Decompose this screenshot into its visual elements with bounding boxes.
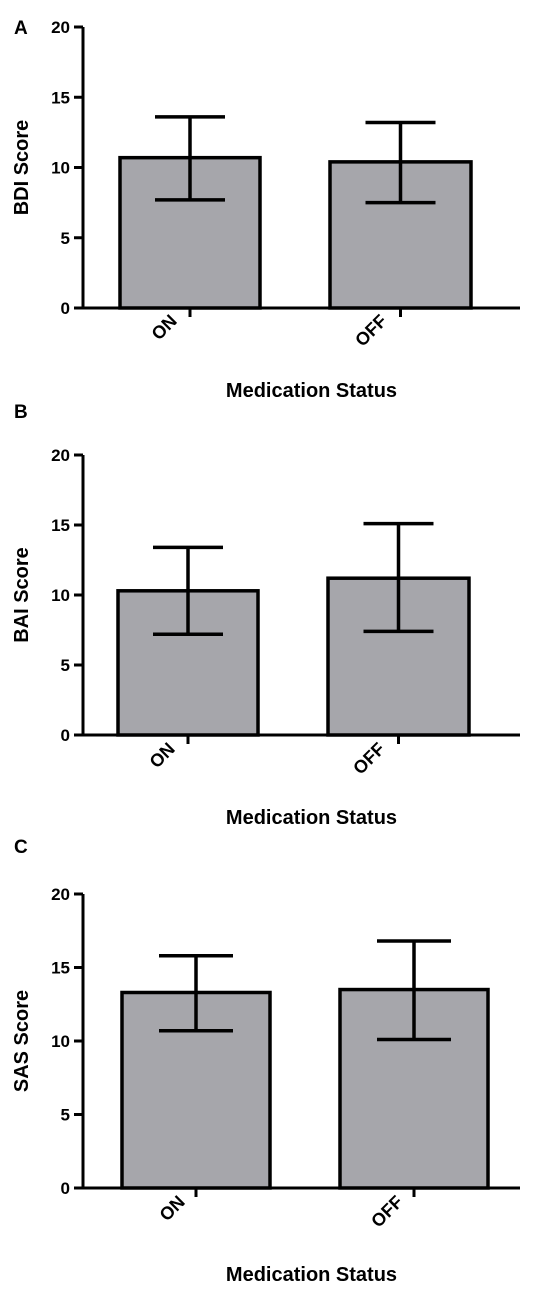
y-tick-label: 15 xyxy=(51,516,70,535)
y-tick-label: 0 xyxy=(61,1179,70,1198)
x-category-label: ON xyxy=(146,739,179,772)
y-axis-title: BAI Score xyxy=(11,547,33,643)
x-axis-title: Medication Status xyxy=(226,807,397,829)
error-bar-off xyxy=(365,120,436,205)
y-tick-label: 20 xyxy=(51,18,70,37)
panel-letter: A xyxy=(14,18,28,39)
x-axis-title: Medication Status xyxy=(226,1264,397,1286)
y-tick-label: 0 xyxy=(61,299,70,318)
x-category-label: ON xyxy=(148,311,181,344)
y-tick-label: 10 xyxy=(51,159,70,178)
error-bar-off xyxy=(377,939,451,1042)
y-axis-title: SAS Score xyxy=(11,990,33,1092)
panel-letter: B xyxy=(14,402,28,423)
x-category-label: ON xyxy=(156,1192,189,1225)
y-tick-label: 5 xyxy=(61,229,70,248)
y-tick-label: 5 xyxy=(61,1106,70,1125)
error-bar-off xyxy=(363,521,434,634)
x-category-label: OFF xyxy=(367,1192,407,1232)
y-tick-label: 15 xyxy=(51,88,70,107)
y-tick-label: 15 xyxy=(51,959,70,978)
chart-panel-b: B 0 5 10 15 20 ON OFF Medication Status BAI Score xyxy=(11,402,520,829)
error-bar-on xyxy=(153,545,223,636)
y-tick-label: 20 xyxy=(51,446,70,465)
panel-letter: C xyxy=(14,837,28,858)
y-tick-label: 10 xyxy=(51,1032,70,1051)
y-tick-label: 10 xyxy=(51,586,70,605)
chart-panel-a: A 0 5 10 15 20 ON OFF Medication Status BDI Score xyxy=(11,18,520,402)
y-tick-label: 5 xyxy=(61,656,70,675)
error-bar-on xyxy=(155,115,225,202)
chart-panel-c: C 0 5 10 15 20 ON OFF Medication Status SAS Score xyxy=(11,837,520,1286)
x-category-label: OFF xyxy=(349,739,389,779)
y-tick-label: 0 xyxy=(61,726,70,745)
y-axis-title: BDI Score xyxy=(11,120,33,216)
x-category-label: OFF xyxy=(351,311,391,351)
error-bar-on xyxy=(159,953,233,1033)
y-tick-label: 20 xyxy=(51,885,70,904)
x-axis-title: Medication Status xyxy=(226,380,397,402)
